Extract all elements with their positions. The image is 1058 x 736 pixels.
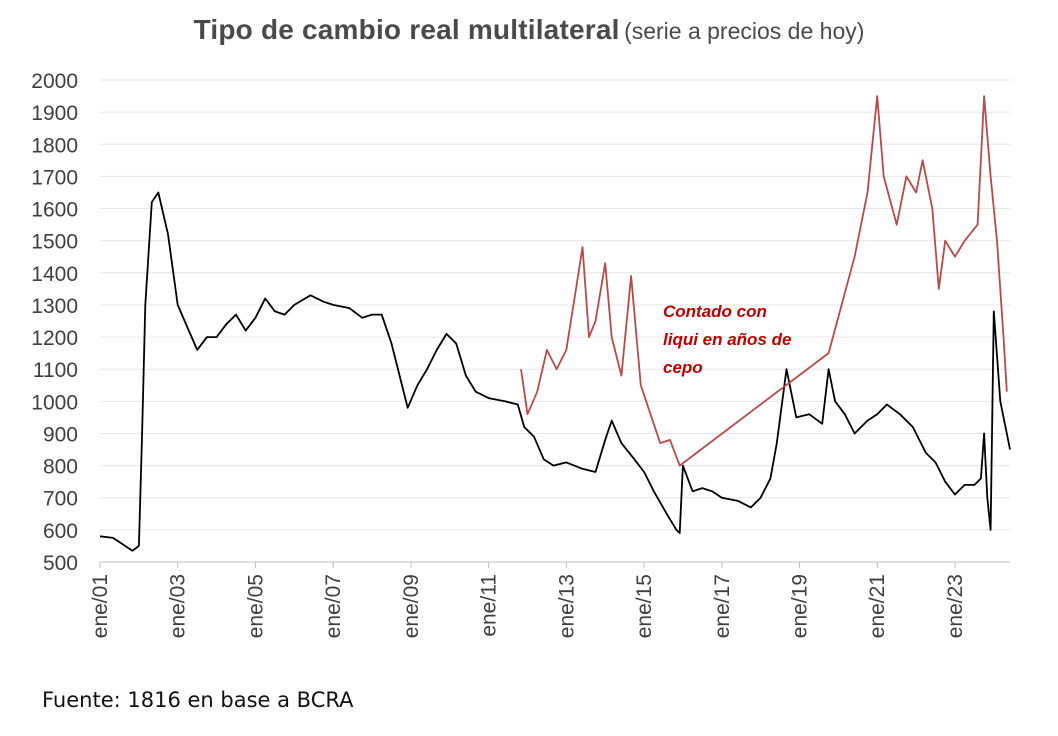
x-tick-label: ene/23	[944, 574, 967, 638]
x-tick-label: ene/05	[244, 574, 267, 638]
y-tick-label: 1300	[31, 295, 78, 318]
x-tick-label: ene/21	[866, 574, 889, 638]
y-tick-label: 900	[43, 423, 78, 446]
x-tick-label: ene/03	[167, 574, 190, 638]
series-lines	[99, 95, 1011, 552]
y-tick-label: 1100	[33, 359, 78, 382]
y-tick-label: 700	[43, 488, 78, 511]
x-tick-label: ene/07	[322, 574, 345, 638]
annotation-line: liqui en años de	[663, 330, 791, 349]
series-line-ccl	[520, 95, 1008, 467]
chart-subtitle: (serie a precios de hoy)	[624, 18, 865, 44]
y-tick-label: 800	[43, 456, 78, 479]
x-tick-label: ene/11	[478, 574, 501, 637]
y-tick-label: 1700	[31, 166, 78, 189]
y-tick-label: 500	[43, 552, 78, 575]
y-tick-label: 1200	[31, 327, 78, 350]
x-axis: ene/01 ene/03 ene/05 ene/07 ene/09 ene/11 ene/…	[89, 561, 1010, 638]
x-tick-label: ene/19	[789, 574, 812, 638]
y-tick-label: 1400	[31, 263, 78, 286]
annotation: Contado con liqui en años de cepo	[663, 302, 791, 377]
chart-title-main: Tipo de cambio real multilateral	[193, 14, 620, 45]
y-tick-label: 600	[43, 520, 78, 543]
annotation-line: cepo	[663, 358, 703, 377]
x-tick-label: ene/01	[89, 574, 112, 638]
y-tick-label: 1500	[31, 231, 78, 254]
y-tick-label: 1000	[31, 391, 78, 414]
gridlines	[100, 79, 1010, 563]
y-tick-label: 2000	[31, 70, 78, 93]
y-tick-label: 1800	[31, 134, 78, 157]
annotation-line: Contado con	[663, 302, 767, 321]
x-tick-label: ene/15	[633, 574, 656, 638]
x-tick-label: ene/17	[711, 574, 734, 638]
y-tick-label: 1600	[31, 199, 78, 222]
x-tick-label: ene/09	[400, 574, 423, 638]
y-axis: 500 600 700 800 900 1000 1100 1200 1300 1400 1500 1…	[31, 70, 78, 575]
line-chart: 500 600 700 800 900 1000 1100 1200 1300 1400 1500 1…	[31, 70, 1011, 638]
chart-title: Tipo de cambio real multilateral (serie …	[0, 14, 1058, 46]
series-line-tcrm	[99, 191, 1011, 552]
y-tick-label: 1900	[31, 102, 78, 125]
source-note: Fuente: 1816 en base a BCRA	[42, 688, 354, 712]
x-tick-label: ene/13	[555, 574, 578, 638]
